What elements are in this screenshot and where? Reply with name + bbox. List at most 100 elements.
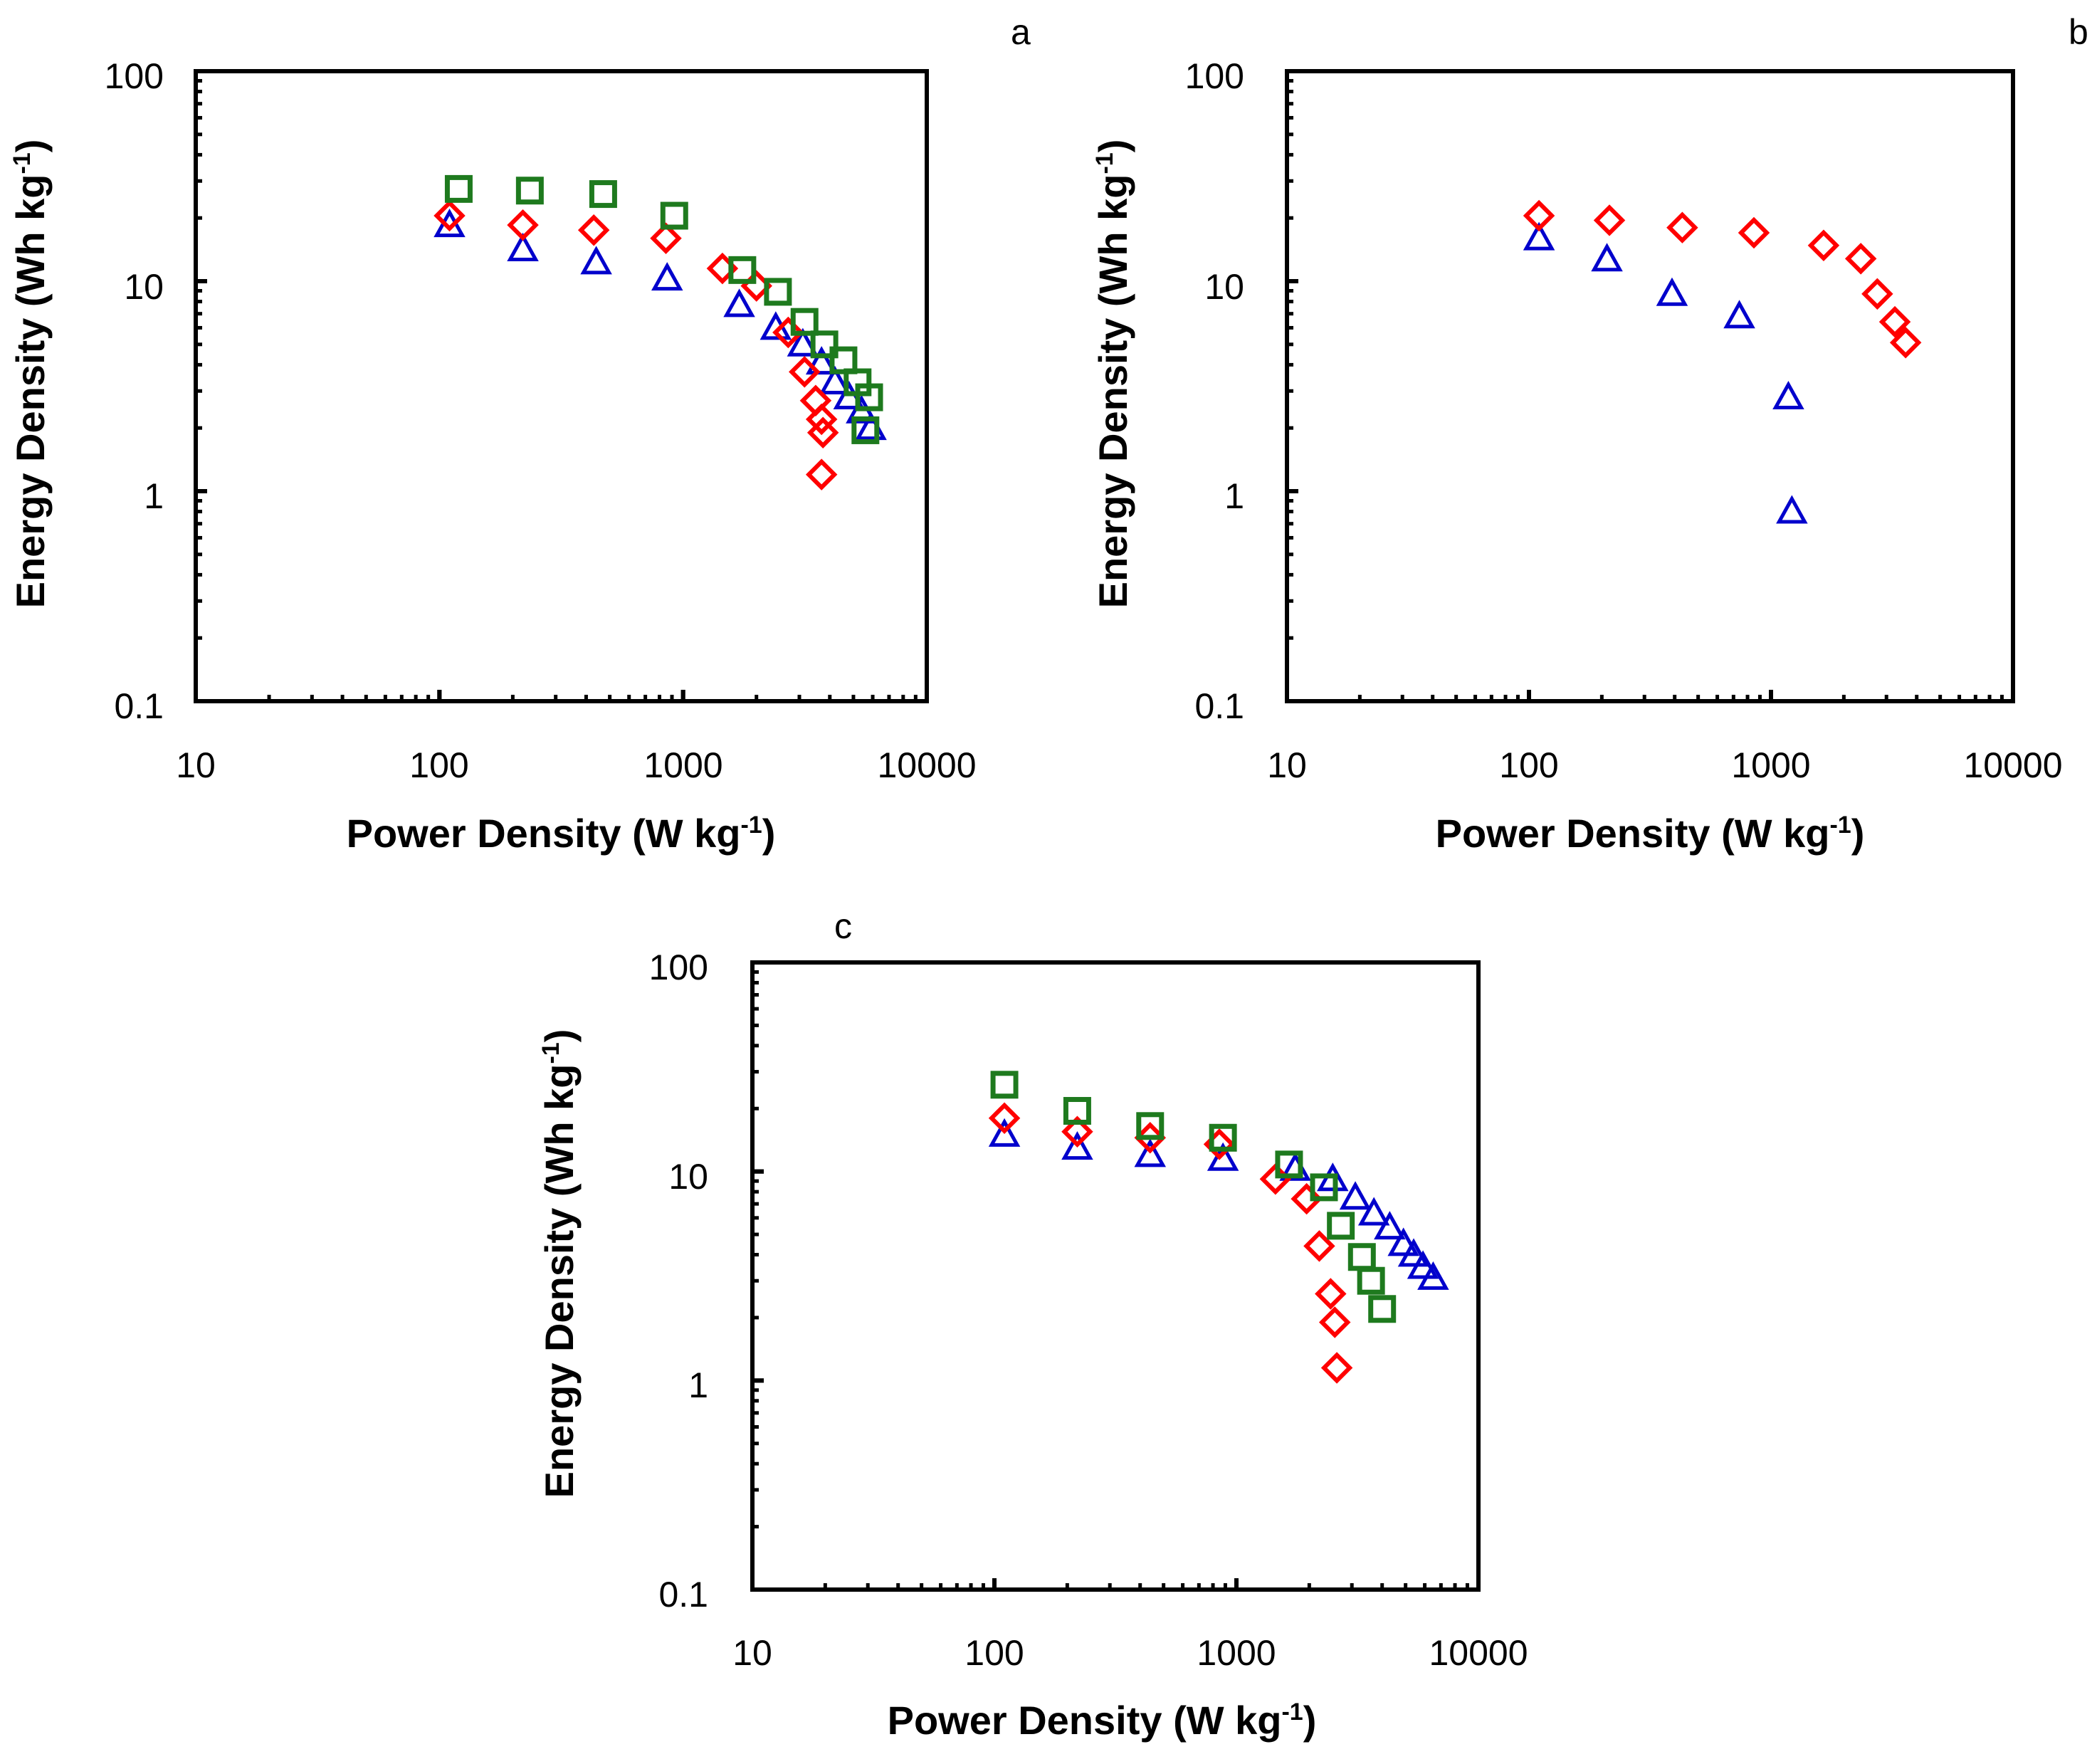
- square-point: [1209, 1123, 1237, 1152]
- triangle-point: [1387, 1227, 1419, 1256]
- square-point: [855, 383, 883, 411]
- square-point: [728, 256, 757, 284]
- panel-letter: c: [834, 906, 852, 946]
- diamond-point: [1889, 327, 1922, 359]
- x-tick-label: 10000: [1429, 1633, 1528, 1673]
- triangle-point: [819, 365, 851, 394]
- triangle-point: [805, 346, 838, 375]
- square-point: [1327, 1212, 1355, 1240]
- x-tick-label: 1000: [1731, 745, 1810, 785]
- triangle-point: [1407, 1250, 1439, 1279]
- diamond-point: [1844, 243, 1877, 275]
- square-point: [1275, 1150, 1303, 1179]
- diamond-point: [1666, 211, 1698, 243]
- chart-a-svg: a 0.1 1 10 100 10 100 1000 10000 Power D…: [8, 12, 1031, 856]
- diamond-point: [806, 416, 839, 449]
- x-tick-label: 10000: [1963, 745, 2062, 785]
- y-axis-title: Energy Density (Wh kg-1): [537, 1029, 582, 1498]
- x-tick-label: 1000: [643, 745, 722, 785]
- square-point: [1063, 1096, 1091, 1125]
- plot-frame: [750, 960, 1481, 1592]
- diamond-point: [1291, 1182, 1323, 1215]
- x-axis-title: Power Density (W kg-1): [1436, 811, 1865, 856]
- chart-b-svg: b 0.1 1 10 100 10 100 1000 10000 Power D…: [1090, 12, 2088, 856]
- triangle-point: [1591, 243, 1623, 272]
- diamond-point: [805, 458, 838, 490]
- square-point: [1310, 1173, 1338, 1202]
- x-tick-label: 10000: [877, 745, 976, 785]
- diamond-point: [1318, 1306, 1351, 1338]
- diamond-point: [1807, 229, 1840, 262]
- triangle-point: [1357, 1197, 1390, 1226]
- triangle-point: [1134, 1138, 1167, 1167]
- square-point: [851, 416, 880, 444]
- triangle-point: [1061, 1131, 1093, 1160]
- y-tick-label: 0.1: [1194, 686, 1244, 726]
- x-tick-label: 10: [732, 1633, 772, 1673]
- diamond-point: [1315, 1278, 1347, 1310]
- diamond-point: [1134, 1122, 1167, 1154]
- x-tick-label: 10: [176, 745, 216, 785]
- triangle-point: [1374, 1211, 1406, 1240]
- x-tick-label: 100: [965, 1633, 1024, 1673]
- triangle-point: [787, 327, 819, 357]
- square-point: [990, 1071, 1019, 1099]
- diamond-point: [988, 1102, 1021, 1134]
- chart-panel-a: a 0.1 1 10 100 10 100 1000 10000 Power D…: [0, 0, 1048, 876]
- square-point: [829, 346, 858, 374]
- x-tick-label: 100: [1499, 745, 1558, 785]
- y-axis-title: Energy Density (Wh kg-1): [1090, 140, 1135, 609]
- diamond-point: [789, 356, 821, 388]
- diamond-point: [433, 199, 466, 232]
- triangle-point: [580, 246, 612, 275]
- triangle-point: [1772, 380, 1804, 409]
- triangle-point: [651, 262, 683, 291]
- triangle-point: [723, 288, 755, 317]
- y-tick-label: 1: [688, 1365, 708, 1405]
- plot-frame: [194, 69, 929, 703]
- y-tick-label: 10: [124, 267, 164, 307]
- x-tick-label: 10: [1267, 745, 1307, 785]
- y-tick-label: 1: [1224, 476, 1244, 516]
- triangle-point: [1397, 1238, 1430, 1267]
- diamond-point: [1593, 204, 1626, 236]
- square-point: [810, 330, 839, 359]
- square-point: [444, 174, 473, 203]
- diamond-point: [772, 316, 804, 349]
- diamond-point: [1523, 199, 1555, 232]
- triangle-point: [433, 209, 466, 238]
- diamond-point: [507, 209, 539, 241]
- square-point: [1357, 1266, 1385, 1295]
- x-tick-label: 1000: [1197, 1633, 1276, 1673]
- diamond-point: [1061, 1115, 1093, 1148]
- square-point: [660, 201, 688, 230]
- diamond-point: [1878, 305, 1911, 338]
- triangle-point: [1723, 300, 1755, 329]
- y-tick-label: 0.1: [114, 686, 164, 726]
- chart-panel-b: b 0.1 1 10 100 10 100 1000 10000 Power D…: [1048, 0, 2097, 876]
- triangle-point: [1523, 221, 1555, 251]
- square-point: [589, 180, 617, 209]
- triangle-point: [1656, 277, 1688, 306]
- y-tick-label: 100: [649, 947, 708, 987]
- diamond-point: [577, 214, 610, 246]
- x-axis-title: Power Density (W kg-1): [347, 811, 776, 856]
- square-point: [764, 278, 792, 306]
- square-point: [1368, 1295, 1397, 1323]
- triangle-point: [1417, 1261, 1449, 1290]
- plot-frame: [1285, 69, 2015, 703]
- y-tick-label: 100: [1185, 56, 1244, 96]
- square-point: [790, 308, 819, 336]
- diamond-point: [805, 403, 838, 436]
- y-tick-label: 10: [1204, 267, 1244, 307]
- y-axis-title: Energy Density (Wh kg-1): [8, 140, 53, 609]
- panel-letter: b: [2069, 12, 2088, 52]
- square-point: [1347, 1243, 1376, 1271]
- square-point: [1136, 1112, 1165, 1140]
- diamond-point: [1320, 1352, 1353, 1384]
- triangle-point: [507, 232, 539, 261]
- diamond-point: [1738, 216, 1770, 249]
- diamond-point: [650, 222, 682, 255]
- x-tick-label: 100: [409, 745, 468, 785]
- panel-letter: a: [1011, 12, 1031, 52]
